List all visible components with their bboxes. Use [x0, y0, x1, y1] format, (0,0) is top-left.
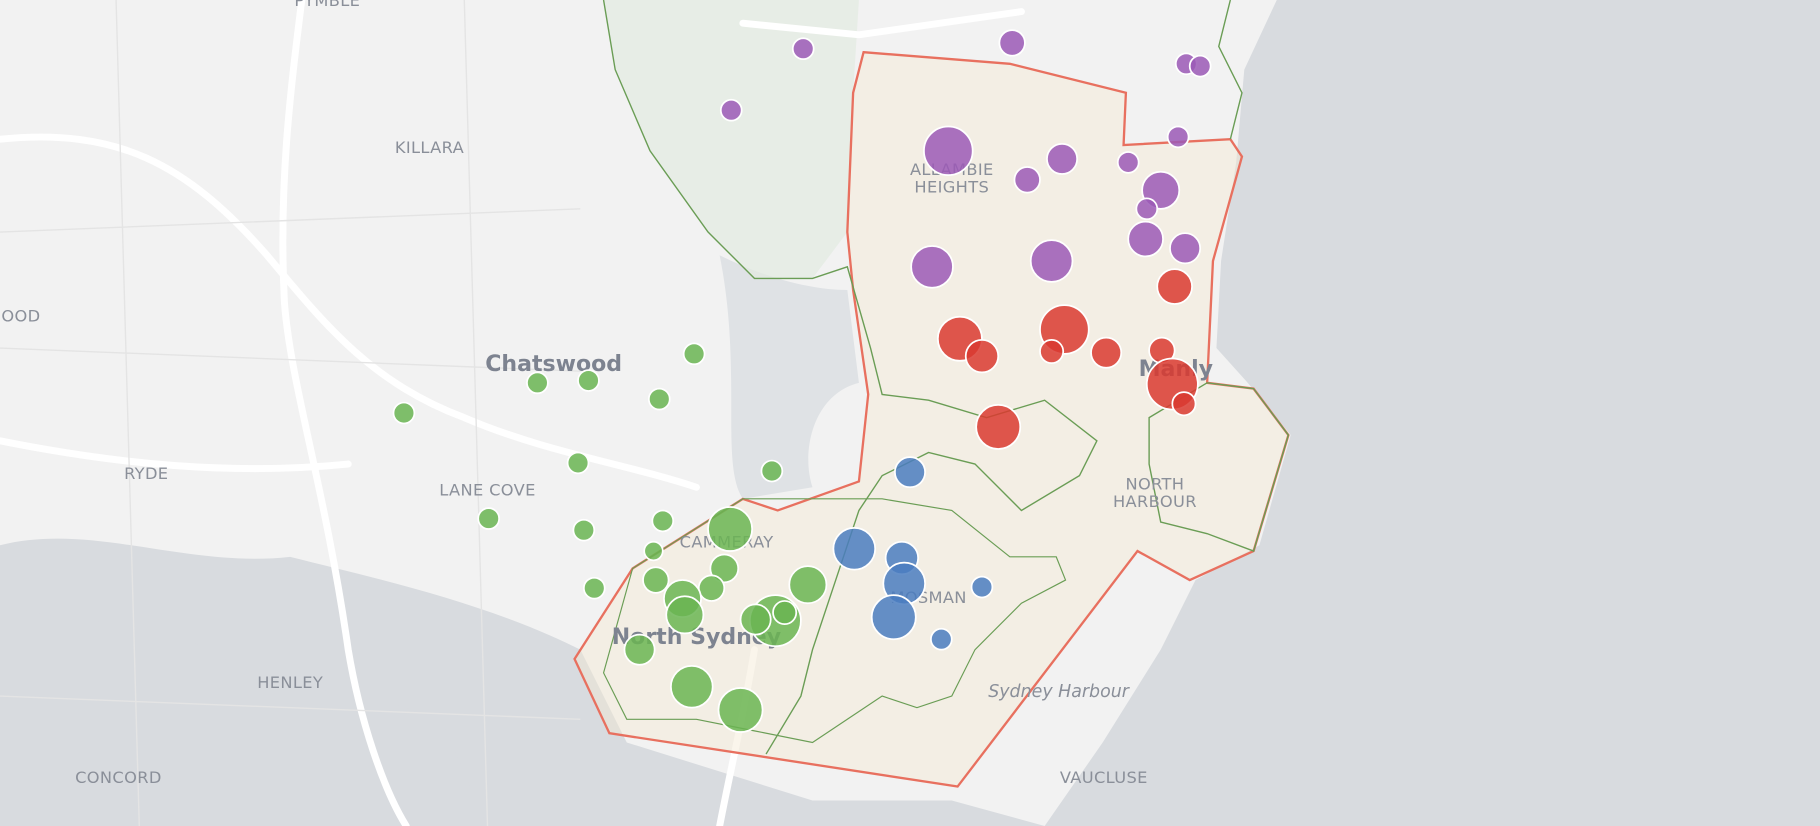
- point: [1188, 54, 1212, 78]
- point: [910, 245, 954, 289]
- point: [970, 575, 994, 599]
- road: [279, 0, 410, 826]
- point: [697, 574, 726, 602]
- point: [975, 404, 1022, 450]
- place-label: OOD: [1, 306, 40, 325]
- point: [788, 565, 828, 605]
- point: [707, 506, 754, 552]
- point: [1090, 336, 1123, 369]
- road: [0, 437, 352, 473]
- road: [716, 646, 758, 826]
- point: [566, 451, 590, 475]
- point: [526, 371, 549, 395]
- point: [647, 387, 671, 411]
- place-label: HEIGHTS: [914, 178, 989, 197]
- point: [577, 369, 600, 392]
- point: [870, 594, 917, 641]
- point: [1135, 197, 1159, 221]
- road: [739, 8, 1025, 39]
- place-label: VAUCLUSE: [1060, 768, 1148, 787]
- point: [739, 603, 772, 636]
- place-label: NORTH: [1125, 475, 1184, 494]
- point: [1127, 220, 1164, 258]
- bushland: [603, 0, 859, 279]
- place-label: LANE COVE: [439, 480, 535, 499]
- point: [930, 627, 953, 651]
- point: [709, 553, 740, 584]
- coastline: [1218, 0, 1243, 140]
- point: [670, 665, 714, 709]
- street: [0, 0, 581, 826]
- council-boundary: [602, 498, 1067, 744]
- points: [392, 29, 1212, 733]
- point: [717, 687, 764, 733]
- point: [682, 342, 706, 366]
- place-label: CONCORD: [75, 768, 162, 787]
- point: [582, 576, 606, 600]
- point: [832, 526, 877, 571]
- place-label: HENLEY: [257, 673, 323, 692]
- point: [1013, 166, 1041, 194]
- point: [923, 125, 974, 177]
- point: [1166, 125, 1190, 149]
- point: [643, 540, 664, 562]
- point: [623, 633, 656, 666]
- point: [642, 566, 670, 594]
- point: [1029, 239, 1074, 283]
- place-label: RYDE: [124, 464, 168, 483]
- point: [665, 595, 705, 635]
- ocean: [1044, 0, 1820, 826]
- point: [572, 518, 596, 542]
- point: [1169, 232, 1202, 265]
- point: [894, 456, 926, 489]
- point: [1156, 268, 1193, 305]
- point: [477, 507, 500, 530]
- point: [651, 509, 675, 533]
- middle-harbour: [719, 255, 859, 499]
- place-label: Sydney Harbour: [988, 682, 1131, 702]
- place-label: HARBOUR: [1113, 492, 1197, 511]
- place-label: KILLARA: [395, 138, 464, 157]
- point: [1046, 142, 1079, 175]
- point: [791, 37, 815, 61]
- point: [1171, 391, 1197, 417]
- place-label: Chatswood: [485, 352, 622, 377]
- point: [964, 339, 1000, 374]
- point: [1039, 339, 1065, 364]
- council-boundary: [1148, 382, 1290, 552]
- point: [998, 29, 1026, 57]
- point: [392, 401, 416, 425]
- point: [760, 459, 784, 483]
- harbour: [0, 603, 488, 826]
- point: [719, 98, 743, 122]
- point: [1116, 151, 1140, 174]
- point: [772, 600, 798, 626]
- place-label: PYMBLE: [294, 0, 360, 10]
